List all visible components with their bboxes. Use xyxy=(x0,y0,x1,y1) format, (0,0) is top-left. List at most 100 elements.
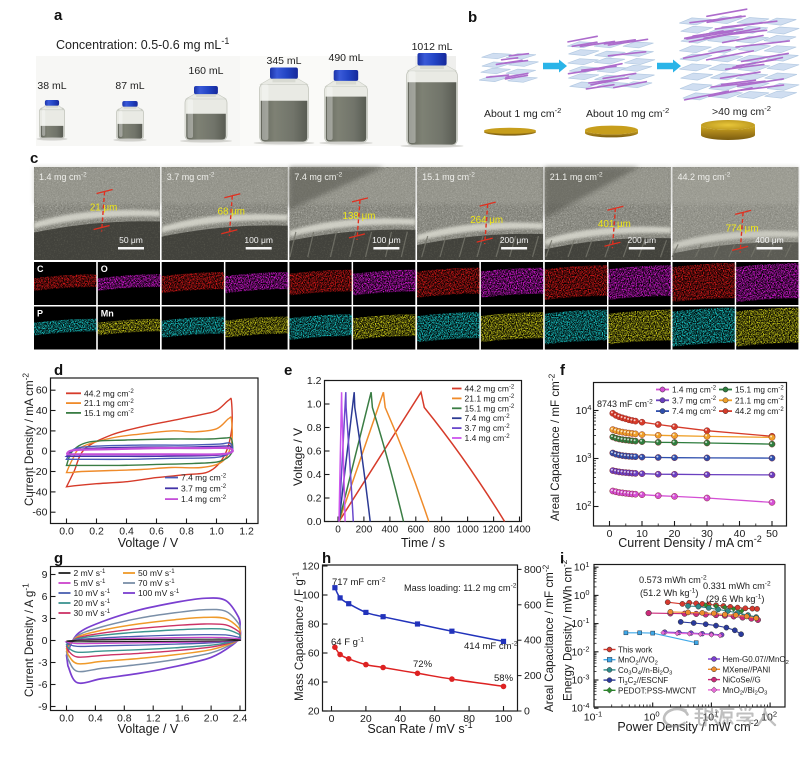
svg-text:60: 60 xyxy=(36,385,48,397)
svg-text:0.4: 0.4 xyxy=(119,526,134,538)
svg-text:Energy Density / mWh cm-2: Energy Density / mWh cm-2 xyxy=(559,559,574,701)
svg-text:0.0: 0.0 xyxy=(59,713,74,725)
svg-text:Mass loading: 11.2 mg cm-2: Mass loading: 11.2 mg cm-2 xyxy=(404,583,517,594)
svg-text:80: 80 xyxy=(463,713,475,725)
svg-text:3.7 mg cm-2: 3.7 mg cm-2 xyxy=(672,395,717,405)
svg-text:9: 9 xyxy=(42,569,48,581)
svg-text:1.2: 1.2 xyxy=(307,375,322,387)
svg-text:200 μm: 200 μm xyxy=(628,235,657,245)
svg-text:40: 40 xyxy=(36,405,48,417)
svg-text:414 mF cm-2: 414 mF cm-2 xyxy=(464,640,518,652)
svg-text:68 μm: 68 μm xyxy=(218,207,245,218)
svg-text:1.4 mg cm-2: 1.4 mg cm-2 xyxy=(465,433,511,443)
svg-text:3.7 mg cm-2: 3.7 mg cm-2 xyxy=(181,483,227,493)
svg-text:717 mF cm-2: 717 mF cm-2 xyxy=(332,576,386,588)
svg-text:264 μm: 264 μm xyxy=(470,215,503,226)
svg-text:O: O xyxy=(101,264,108,274)
svg-text:20: 20 xyxy=(669,528,681,540)
svg-text:21.1 mg cm-2: 21.1 mg cm-2 xyxy=(465,393,515,403)
svg-text:0.4: 0.4 xyxy=(88,713,103,725)
svg-text:50 mV s-1: 50 mV s-1 xyxy=(138,568,175,578)
svg-text:400 μm: 400 μm xyxy=(755,235,784,245)
svg-text:21 μm: 21 μm xyxy=(90,203,117,214)
svg-text:-9: -9 xyxy=(38,701,47,713)
svg-text:774 μm: 774 μm xyxy=(726,223,759,234)
svg-text:120: 120 xyxy=(302,561,320,573)
svg-text:PEDOT:PSS-MWCNT: PEDOT:PSS-MWCNT xyxy=(618,686,696,695)
svg-text:Time / s: Time / s xyxy=(401,536,445,550)
svg-text:Current Density / mA cm-2: Current Density / mA cm-2 xyxy=(21,373,36,506)
svg-text:80: 80 xyxy=(308,619,320,631)
svg-text:20: 20 xyxy=(308,706,320,718)
svg-text:h: h xyxy=(322,550,331,567)
svg-text:2 mV s-1: 2 mV s-1 xyxy=(74,568,106,578)
svg-text:160 mL: 160 mL xyxy=(188,65,223,77)
svg-text:1.6: 1.6 xyxy=(175,713,190,725)
svg-text:1.4 mg cm-2: 1.4 mg cm-2 xyxy=(39,172,87,182)
svg-text:0.573 mWh cm-2: 0.573 mWh cm-2 xyxy=(639,575,707,586)
svg-text:This work: This work xyxy=(618,646,653,655)
svg-text:i: i xyxy=(560,550,564,567)
svg-text:Mn: Mn xyxy=(101,309,114,319)
svg-text:100 μm: 100 μm xyxy=(372,235,401,245)
svg-text:3.7 mg cm-2: 3.7 mg cm-2 xyxy=(167,172,215,182)
svg-text:50: 50 xyxy=(766,528,778,540)
svg-text:0: 0 xyxy=(524,706,530,718)
svg-text:7.4 mg cm-2: 7.4 mg cm-2 xyxy=(465,413,511,423)
svg-text:400: 400 xyxy=(524,635,542,647)
svg-text:0: 0 xyxy=(329,713,335,725)
svg-text:1400: 1400 xyxy=(508,525,531,536)
svg-text:600: 600 xyxy=(524,599,542,611)
svg-text:20: 20 xyxy=(36,425,48,437)
svg-text:15.1 mg cm-2: 15.1 mg cm-2 xyxy=(735,385,784,395)
svg-text:Areal Capacitance / mF cm-2: Areal Capacitance / mF cm-2 xyxy=(541,564,556,712)
svg-text:15.1 mg cm-2: 15.1 mg cm-2 xyxy=(84,408,134,418)
svg-text:8743 mF cm-2: 8743 mF cm-2 xyxy=(597,399,653,409)
svg-text:10: 10 xyxy=(636,528,648,540)
svg-text:>40 mg cm-2: >40 mg cm-2 xyxy=(712,104,771,118)
svg-text:44.2 mg cm-2: 44.2 mg cm-2 xyxy=(84,388,134,398)
svg-text:Hem-G0.07//MnO2: Hem-G0.07//MnO2 xyxy=(723,655,789,666)
svg-text:21.1 mg cm-2: 21.1 mg cm-2 xyxy=(84,398,134,408)
svg-text:6: 6 xyxy=(42,591,48,603)
svg-text:f: f xyxy=(560,362,566,379)
svg-text:1.4 mg cm-2: 1.4 mg cm-2 xyxy=(181,494,227,504)
svg-text:0: 0 xyxy=(42,446,48,458)
svg-text:1000: 1000 xyxy=(457,525,480,536)
svg-text:MnO2//VO2: MnO2//VO2 xyxy=(618,656,658,667)
svg-text:Voltage / V: Voltage / V xyxy=(291,428,305,486)
svg-text:100 μm: 100 μm xyxy=(244,235,273,245)
svg-text:0.6: 0.6 xyxy=(307,446,322,458)
svg-text:7.4 mg cm-2: 7.4 mg cm-2 xyxy=(294,172,342,182)
svg-text:64 F g-1: 64 F g-1 xyxy=(331,636,364,648)
svg-text:-40: -40 xyxy=(32,486,47,498)
svg-text:Current Density / A g-1: Current Density / A g-1 xyxy=(21,583,36,697)
svg-text:0.8: 0.8 xyxy=(117,713,132,725)
svg-text:0.2: 0.2 xyxy=(307,493,322,505)
svg-text:20: 20 xyxy=(360,713,372,725)
svg-text:Areal Capacitance / mF cm-2: Areal Capacitance / mF cm-2 xyxy=(547,373,562,521)
svg-text:200 μm: 200 μm xyxy=(500,235,529,245)
svg-text:50 μm: 50 μm xyxy=(119,235,143,245)
svg-text:MXene//PANI: MXene//PANI xyxy=(723,665,771,674)
svg-text:C: C xyxy=(37,264,44,274)
svg-text:-20: -20 xyxy=(32,466,47,478)
svg-text:40: 40 xyxy=(734,528,746,540)
svg-text:600: 600 xyxy=(407,525,424,536)
svg-text:15.1 mg cm-2: 15.1 mg cm-2 xyxy=(465,403,515,413)
svg-text:g: g xyxy=(54,550,63,567)
svg-text:1012 mL: 1012 mL xyxy=(412,41,453,53)
svg-text:0: 0 xyxy=(335,525,341,536)
svg-text:-6: -6 xyxy=(38,679,47,691)
svg-text:10 mV s-1: 10 mV s-1 xyxy=(74,588,111,598)
svg-text:P: P xyxy=(37,309,43,319)
svg-text:58%: 58% xyxy=(494,673,514,684)
svg-text:44.2 mg cm-2: 44.2 mg cm-2 xyxy=(465,383,515,393)
svg-text:b: b xyxy=(468,9,477,26)
svg-text:0.4: 0.4 xyxy=(307,469,322,481)
svg-text:0: 0 xyxy=(42,635,48,647)
svg-text:44.2 mg cm-2: 44.2 mg cm-2 xyxy=(735,406,784,416)
svg-text:About 1 mg cm-2: About 1 mg cm-2 xyxy=(484,106,561,120)
svg-text:1.2: 1.2 xyxy=(239,526,254,538)
svg-text:7.4 mg cm-2: 7.4 mg cm-2 xyxy=(181,472,227,482)
